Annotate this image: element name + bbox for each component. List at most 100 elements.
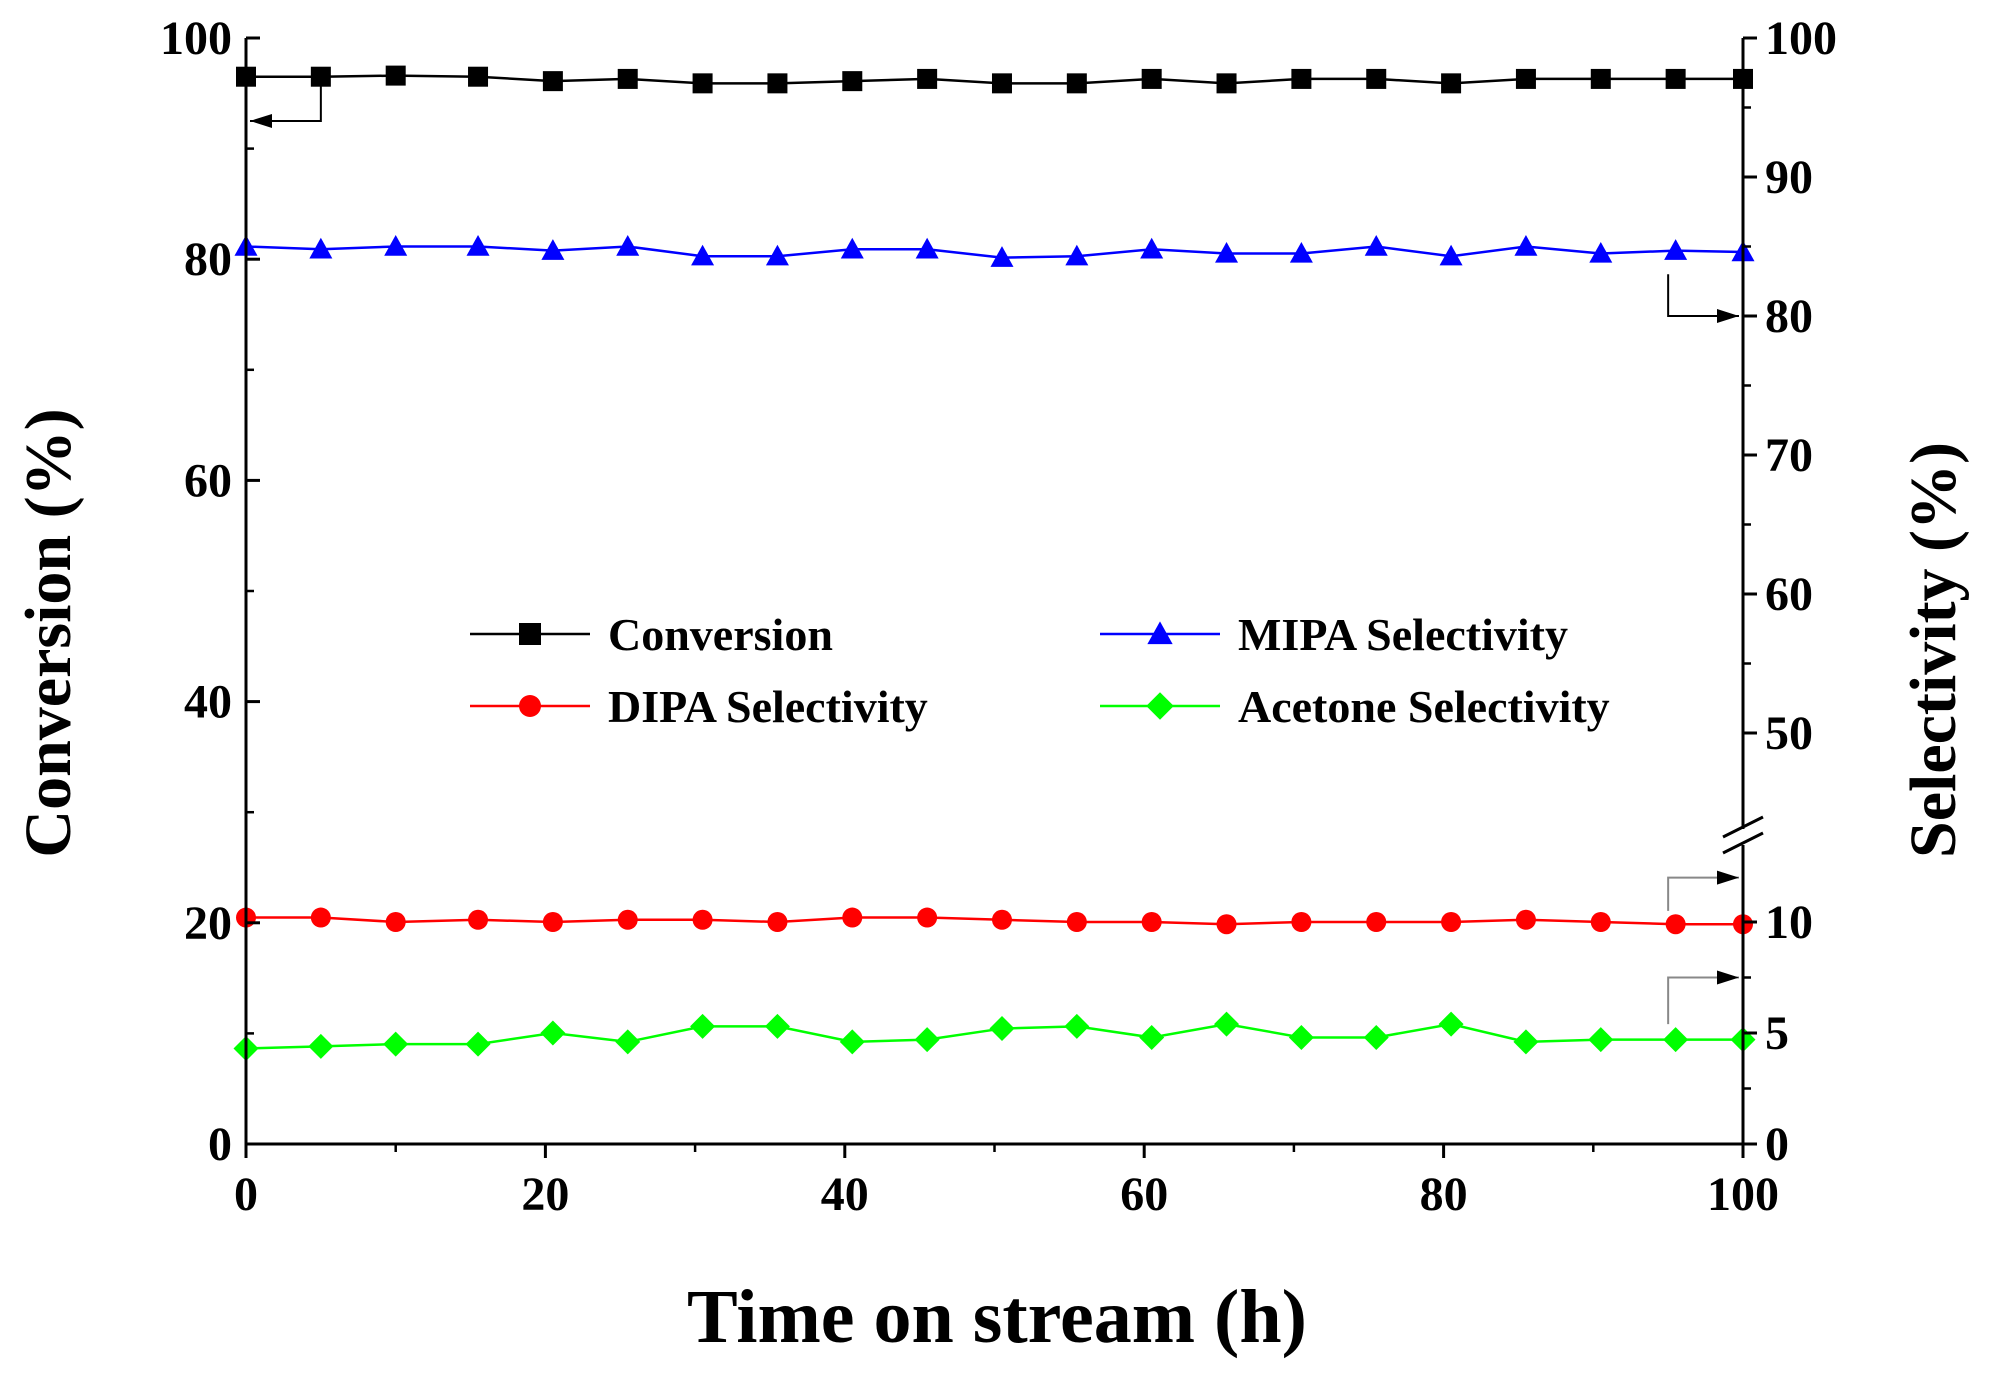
data-point (465, 1031, 491, 1057)
legend-label: Conversion (608, 609, 833, 660)
arrow-head (1717, 970, 1739, 985)
y-axis-left-label: Conversion (%) (12, 408, 85, 857)
x-tick-label: 40 (821, 1168, 869, 1221)
y-right-tick-label: 80 (1765, 290, 1813, 343)
y-right-tick-label: 90 (1765, 151, 1813, 204)
axis-pointer-arrows (250, 76, 1739, 1025)
x-tick-label: 0 (234, 1168, 258, 1221)
arrow-line (1667, 976, 1739, 1025)
data-point (1291, 912, 1312, 932)
y-right-tick-label: 0 (1765, 1118, 1789, 1171)
data-point (691, 244, 715, 266)
data-point (1065, 244, 1089, 266)
data-point (468, 66, 489, 87)
arrow-line (1667, 876, 1739, 911)
data-point (764, 1013, 790, 1039)
arrow-line (250, 76, 322, 122)
legend-entry: DIPA Selectivity (470, 681, 928, 732)
y-right-tick-label: 70 (1765, 429, 1813, 482)
y-left-tick-label: 60 (184, 454, 232, 507)
series-dipa-selectivity (236, 907, 1753, 935)
data-point (617, 909, 638, 930)
data-point (840, 237, 864, 259)
data-point (1216, 73, 1237, 94)
data-point (991, 73, 1012, 94)
data-point (914, 1027, 940, 1053)
data-point (690, 1013, 716, 1039)
data-point (990, 246, 1014, 267)
arrow-line (1667, 274, 1739, 317)
data-point (692, 909, 713, 930)
data-point (309, 237, 333, 259)
data-point (1514, 235, 1538, 256)
y-axis-right-label: Selectivity (%) (1897, 442, 1970, 858)
x-tick-label: 20 (521, 1168, 569, 1221)
y-left-tick-label: 20 (184, 897, 232, 950)
x-tick-label: 80 (1420, 1168, 1468, 1221)
data-point (385, 912, 406, 932)
data-point (541, 239, 565, 260)
x-tick-label: 60 (1120, 1168, 1168, 1221)
data-point (1139, 1024, 1165, 1050)
legend-entry: Conversion (470, 609, 833, 660)
y-right-tick-label: 60 (1765, 568, 1813, 621)
data-point (1513, 1029, 1539, 1055)
arrow-head (1717, 870, 1739, 885)
legend-marker (1146, 692, 1174, 720)
legend-label: Acetone Selectivity (1238, 681, 1610, 732)
data-point (767, 912, 788, 932)
data-point (383, 1031, 409, 1057)
legend-marker (1147, 621, 1173, 645)
legend: Conversion MIPA Selectivity DIPA Selectivi… (470, 609, 1610, 732)
data-point (310, 907, 331, 928)
data-point (1441, 912, 1462, 932)
y-left-tick-label: 80 (184, 233, 232, 286)
data-point (767, 73, 788, 94)
series-mipa-selectivity (234, 235, 1755, 267)
data-point (1590, 68, 1611, 89)
data-point (1141, 912, 1162, 932)
y-right-tick-label: 5 (1765, 1007, 1789, 1060)
data-point (310, 66, 331, 87)
axes-group: 0 20 40 60 80 1000204060801000510506070809010… (160, 12, 1837, 1221)
data-point (842, 71, 863, 92)
data-point (1663, 1027, 1689, 1053)
data-point (1590, 912, 1611, 932)
legend-entry: Acetone Selectivity (1100, 681, 1610, 732)
x-tick-label: 100 (1707, 1168, 1779, 1221)
data-point (542, 71, 563, 92)
y-left-tick-label: 40 (184, 676, 232, 729)
data-point (466, 235, 490, 256)
data-point (765, 244, 789, 266)
data-point (617, 68, 638, 89)
data-point (1215, 241, 1239, 263)
data-point (1589, 241, 1613, 263)
data-point (1515, 909, 1536, 930)
data-point (308, 1033, 334, 1059)
data-point (1515, 68, 1536, 89)
legend-label: DIPA Selectivity (608, 681, 928, 732)
data-point (989, 1016, 1015, 1042)
data-point (692, 73, 713, 94)
data-point (1214, 1011, 1240, 1037)
data-point (384, 235, 408, 256)
arrow-head (1717, 309, 1739, 323)
data-point (1216, 914, 1237, 935)
data-point (1289, 241, 1313, 263)
data-point (468, 909, 489, 930)
data-point (917, 68, 938, 89)
data-point (1588, 1027, 1614, 1053)
data-point (1366, 68, 1387, 89)
legend-marker (519, 623, 541, 645)
data-point (1665, 68, 1686, 89)
data-point (540, 1020, 566, 1046)
data-point (1441, 73, 1462, 94)
y-left-tick-label: 100 (160, 12, 232, 65)
axis-break-mark (1722, 815, 1764, 839)
y-right-tick-label: 100 (1765, 12, 1837, 65)
data-point (1366, 912, 1387, 932)
arrow-head (250, 113, 272, 128)
